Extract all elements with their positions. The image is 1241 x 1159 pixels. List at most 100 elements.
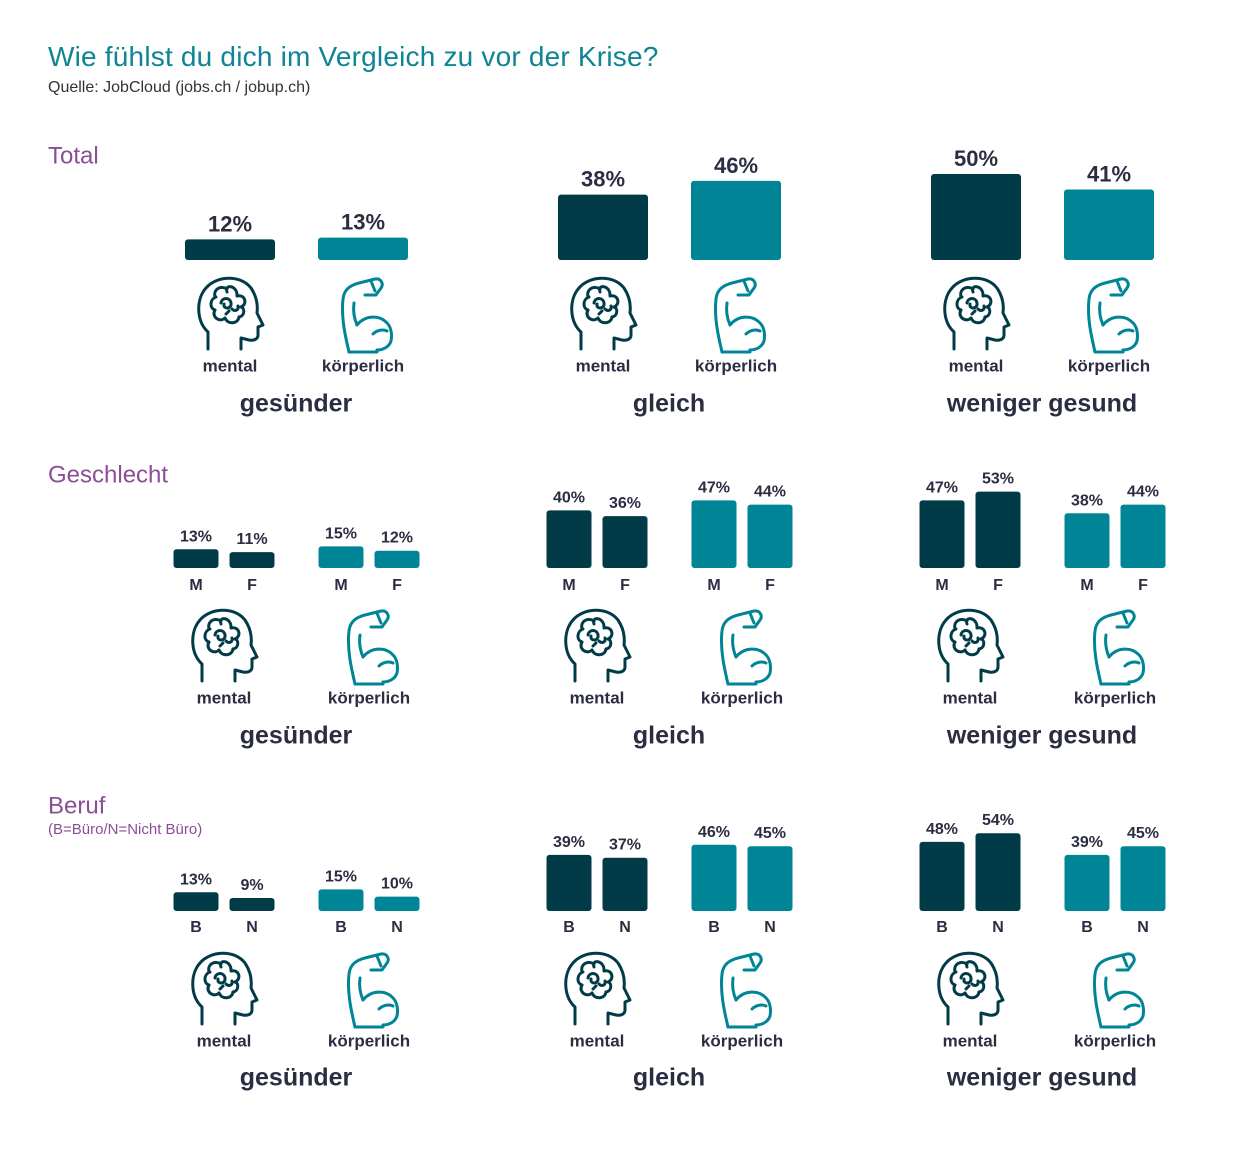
- bar-value-label: 40%: [553, 489, 585, 506]
- bar-value-label: 45%: [754, 825, 786, 842]
- bar-value-label: 12%: [208, 211, 252, 236]
- series-label: körperlich: [322, 356, 404, 375]
- series-label: mental: [576, 356, 631, 375]
- series-label: körperlich: [701, 1031, 783, 1050]
- subcategory-label: F: [247, 577, 257, 594]
- series-label: mental: [949, 356, 1004, 375]
- bar: [691, 180, 781, 260]
- series-label: körperlich: [328, 688, 410, 707]
- series-label: körperlich: [701, 688, 783, 707]
- bar: [1064, 189, 1154, 260]
- bar-value-label: 15%: [325, 525, 357, 542]
- subcategory-label: M: [1080, 577, 1093, 594]
- bar-value-label: 41%: [1087, 161, 1131, 186]
- section-title: Total: [48, 142, 99, 169]
- group-label: gleich: [633, 1064, 705, 1092]
- bar: [318, 889, 364, 911]
- bar: [602, 857, 648, 911]
- series-label: mental: [203, 356, 258, 375]
- head-brain-icon: [937, 608, 1005, 683]
- head-brain-icon: [191, 951, 259, 1026]
- bar-value-label: 12%: [381, 530, 413, 547]
- bar: [374, 896, 420, 911]
- subcategory-label: F: [1138, 577, 1148, 594]
- flexed-arm-icon: [347, 952, 399, 1029]
- bar: [602, 516, 648, 568]
- group-label: gesünder: [240, 722, 353, 750]
- bar: [374, 550, 420, 568]
- bar-value-label: 11%: [236, 531, 267, 548]
- subcategory-label: N: [764, 919, 776, 936]
- subcategory-label: B: [335, 919, 347, 936]
- series-label: mental: [570, 688, 625, 707]
- bar-value-label: 38%: [1071, 492, 1103, 509]
- bar: [1120, 504, 1166, 568]
- bar-value-label: 46%: [698, 824, 730, 841]
- subcategory-label: B: [936, 919, 948, 936]
- head-brain-icon: [570, 276, 638, 351]
- subcategory-label: M: [189, 577, 202, 594]
- series-label: mental: [197, 688, 252, 707]
- bar-value-label: 36%: [609, 495, 641, 512]
- bar-value-label: 13%: [180, 871, 212, 888]
- series-label: körperlich: [328, 1031, 410, 1050]
- flexed-arm-icon: [714, 277, 766, 354]
- subcategory-label: M: [935, 577, 948, 594]
- bar: [691, 844, 737, 911]
- group-label: weniger gesund: [946, 390, 1137, 418]
- subcategory-label: F: [993, 577, 1003, 594]
- head-brain-icon: [564, 951, 632, 1026]
- bar-value-label: 10%: [381, 876, 413, 893]
- series-label: mental: [570, 1031, 625, 1050]
- group-label: weniger gesund: [946, 722, 1137, 750]
- group-label: gesünder: [240, 390, 353, 418]
- bar: [919, 500, 965, 568]
- bar: [546, 510, 592, 568]
- subcategory-label: B: [190, 919, 202, 936]
- section-subtitle: (B=Büro/N=Nicht Büro): [48, 821, 202, 838]
- bar-value-label: 50%: [954, 146, 998, 171]
- chart-title: Wie fühlst du dich im Vergleich zu vor d…: [48, 41, 659, 72]
- head-brain-icon: [937, 951, 1005, 1026]
- bar: [229, 898, 275, 911]
- series-label: mental: [943, 1031, 998, 1050]
- bar-value-label: 13%: [180, 528, 212, 545]
- bar: [1064, 854, 1110, 911]
- group-label: weniger gesund: [946, 1064, 1137, 1092]
- head-brain-icon: [564, 608, 632, 683]
- bar: [318, 546, 364, 568]
- bar: [318, 237, 408, 260]
- bar-value-label: 38%: [581, 167, 625, 192]
- bar-value-label: 48%: [926, 821, 958, 838]
- flexed-arm-icon: [720, 952, 772, 1029]
- bar: [173, 892, 219, 911]
- head-brain-icon: [191, 608, 259, 683]
- head-brain-icon: [197, 276, 265, 351]
- bar: [546, 854, 592, 911]
- subcategory-label: M: [707, 577, 720, 594]
- subcategory-label: M: [334, 577, 347, 594]
- bar-value-label: 39%: [1071, 834, 1103, 851]
- subcategory-label: B: [1081, 919, 1093, 936]
- series-label: mental: [943, 688, 998, 707]
- subcategory-label: N: [246, 919, 258, 936]
- subcategory-label: N: [391, 919, 403, 936]
- group-label: gleich: [633, 722, 705, 750]
- bar: [919, 841, 965, 911]
- section-title: Beruf: [48, 792, 106, 819]
- bar: [975, 491, 1021, 568]
- series-label: körperlich: [1074, 1031, 1156, 1050]
- bar: [1120, 846, 1166, 911]
- flexed-arm-icon: [347, 609, 399, 686]
- flexed-arm-icon: [1087, 277, 1139, 354]
- group-label: gleich: [633, 390, 705, 418]
- subcategory-label: N: [992, 919, 1004, 936]
- flexed-arm-icon: [1093, 952, 1145, 1029]
- flexed-arm-icon: [720, 609, 772, 686]
- source-note: Quelle: JobCloud (jobs.ch / jobup.ch): [48, 79, 311, 96]
- bar: [691, 500, 737, 568]
- bar: [747, 846, 793, 911]
- bar: [229, 552, 275, 568]
- subcategory-label: B: [708, 919, 720, 936]
- bar-value-label: 45%: [1127, 825, 1159, 842]
